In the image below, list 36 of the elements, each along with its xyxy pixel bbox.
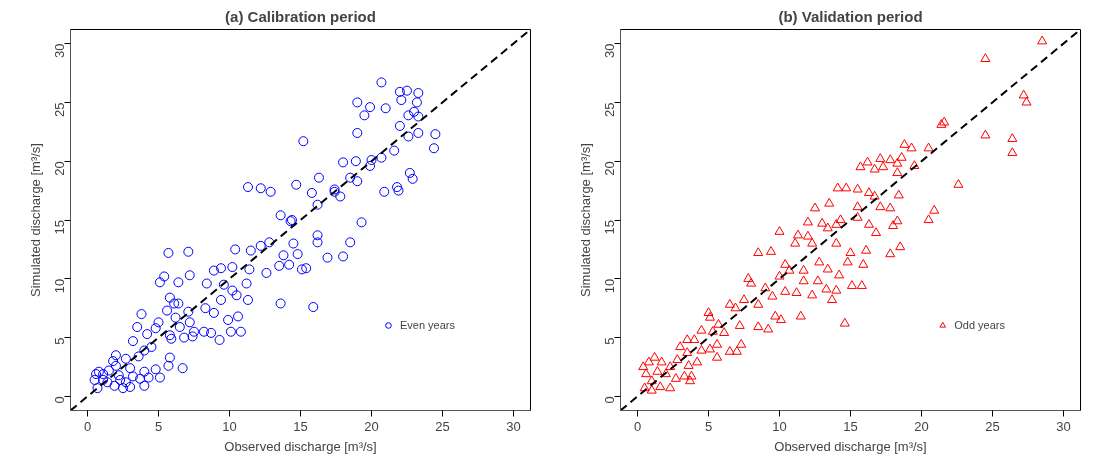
x-axis-title: Observed discharge [m³/s] [774, 438, 927, 454]
legend-label: Even years [399, 319, 455, 331]
x-tick-label: 20 [914, 418, 929, 434]
x-tick-label: 25 [985, 418, 1000, 434]
y-tick-label: 25 [602, 102, 617, 117]
y-tick-label: 0 [602, 396, 617, 404]
x-tick-label: 10 [222, 418, 237, 434]
x-tick-label: 15 [293, 418, 308, 434]
x-tick-label: 15 [843, 418, 858, 434]
y-tick-label: 30 [52, 43, 67, 59]
x-tick-label: 20 [364, 418, 379, 434]
chart-title: (b) Validation period [778, 7, 923, 25]
y-tick-label: 0 [52, 396, 67, 404]
x-axis-title: Observed discharge [m³/s] [224, 438, 377, 454]
x-tick-label: 5 [154, 418, 163, 434]
y-tick-label: 15 [602, 219, 617, 235]
x-tick-label: 0 [633, 418, 642, 434]
y-tick-label: 20 [602, 161, 617, 176]
x-tick-label: 30 [1056, 418, 1071, 434]
x-tick-label: 10 [772, 418, 787, 434]
y-tick-label: 15 [52, 219, 67, 235]
y-tick-label: 5 [602, 337, 617, 345]
y-tick-label: 20 [52, 161, 67, 176]
y-tick-label: 5 [52, 337, 67, 345]
y-axis-title: Simulated discharge [m³/s] [577, 143, 593, 297]
y-tick-label: 30 [602, 43, 617, 59]
legend-label: Odd years [954, 319, 1005, 331]
y-axis-title: Simulated discharge [m³/s] [27, 143, 43, 297]
y-tick-label: 10 [52, 278, 67, 294]
chart-title: (a) Calibration period [225, 7, 376, 25]
y-tick-label: 10 [602, 278, 617, 294]
x-tick-label: 25 [435, 418, 450, 434]
x-tick-label: 0 [83, 418, 92, 434]
y-tick-label: 25 [52, 102, 67, 117]
x-tick-label: 30 [506, 418, 521, 434]
x-tick-label: 5 [704, 418, 713, 434]
